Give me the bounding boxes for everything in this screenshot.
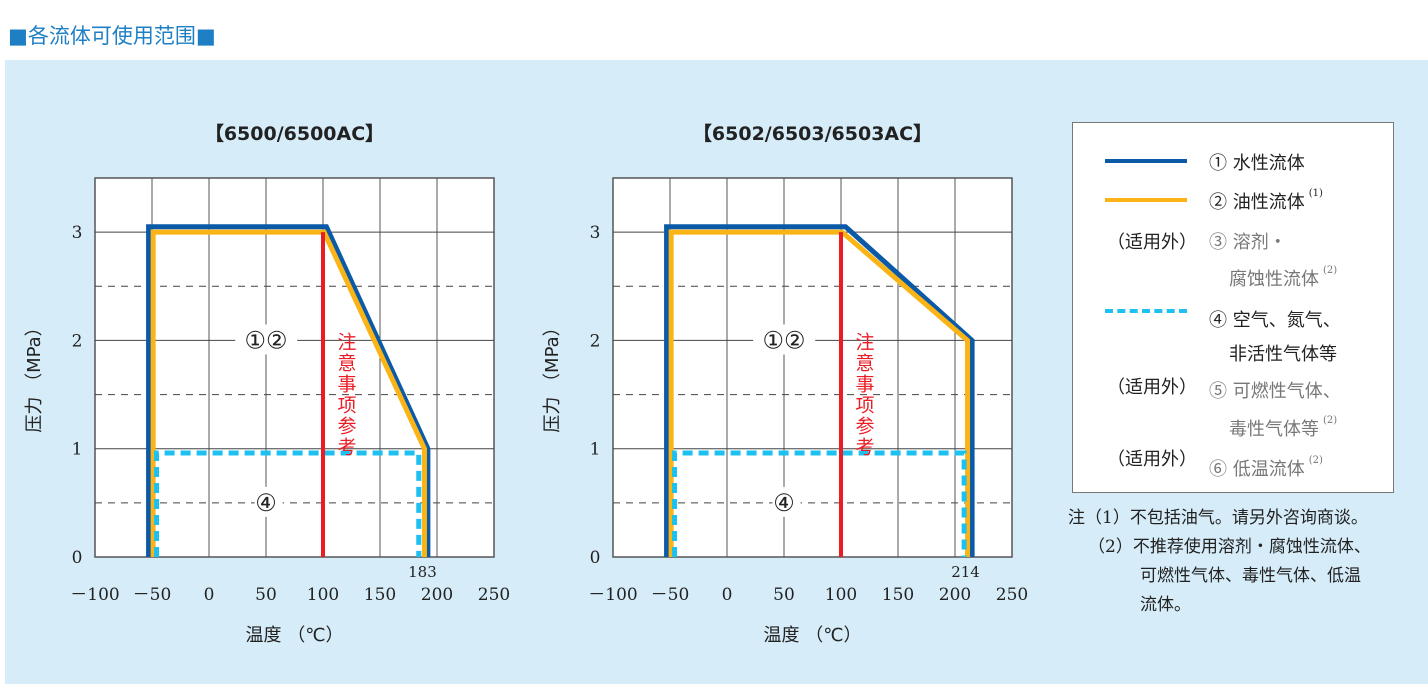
y-tick-label: 1: [590, 440, 601, 460]
x-tick-label: －100: [70, 585, 119, 605]
legend-excluded: （适用外）: [1107, 377, 1197, 398]
y-tick-label: 1: [72, 440, 83, 460]
legend-toxic: 毒性气体等 (2): [1229, 415, 1337, 441]
x-tick-label: 50: [773, 585, 795, 605]
x-tick-label: 250: [996, 585, 1028, 605]
plot-area: [612, 177, 1013, 558]
x-tick-label: 200: [939, 585, 971, 605]
legend-corrosive-label: 腐蚀性流体: [1229, 269, 1319, 290]
y-tick-label: 0: [72, 548, 83, 568]
legend-oil-label: ② 油性流体: [1209, 192, 1305, 213]
y-tick-label: 2: [590, 331, 601, 351]
section-title: ■各流体可使用范围■: [8, 24, 216, 48]
x-tick-label: 50: [255, 585, 277, 605]
y-tick-label: 3: [590, 223, 601, 243]
caution-label-char: 意: [855, 352, 874, 374]
x-tick-label: －50: [133, 585, 172, 605]
max-temp-label: 183: [408, 563, 437, 581]
caution-label-char: 注: [855, 331, 874, 353]
chart-6502: 【6502/6503/6503AC】 －100 －50 0 50 100 150 200 250…: [542, 122, 1028, 646]
note-2-cont: 流体。: [1140, 595, 1191, 615]
caution-label-char: 事: [337, 373, 356, 395]
legend-inert-gas: 非活性气体等: [1229, 344, 1337, 365]
legend-excluded: （适用外）: [1107, 232, 1197, 253]
water-range-line: [664, 224, 975, 557]
caution-label-char: 项: [855, 394, 874, 416]
region-label-water-oil: ①②: [762, 326, 805, 354]
note-2: （2）不推荐使用溶剂・腐蚀性流体、: [1088, 537, 1371, 557]
legend-corrosive: 腐蚀性流体 (2): [1229, 265, 1337, 291]
caution-label-char: 事: [855, 373, 874, 395]
legend-water: ① 水性流体: [1209, 153, 1305, 174]
y-tick-label: 3: [72, 223, 83, 243]
legend-toxic-label: 毒性气体等: [1229, 419, 1319, 440]
x-tick-label: 200: [421, 585, 453, 605]
gas-range-line: [672, 450, 967, 557]
legend-cryogenic: ⑥ 低温流体 (2): [1209, 455, 1323, 481]
x-tick-label: 100: [825, 585, 857, 605]
gas-range-line: [154, 450, 422, 557]
chart-title: 【6502/6503/6503AC】: [693, 122, 932, 145]
caution-label-char: 考: [855, 436, 874, 458]
max-temp-label: 214: [951, 563, 980, 581]
legend-excluded: （适用外）: [1107, 449, 1197, 470]
x-tick-label: 250: [478, 585, 510, 605]
label-bg: [772, 486, 801, 517]
x-tick-label: 0: [204, 585, 215, 605]
x-tick-label: 150: [882, 585, 914, 605]
caution-label-char: 考: [337, 436, 356, 458]
note-1: 注（1）不包括油气。请另外咨询商谈。: [1068, 508, 1368, 528]
x-tick-label: 0: [722, 585, 733, 605]
label-bg: [254, 486, 283, 517]
x-axis-label: 温度 （℃）: [764, 625, 862, 646]
legend-cryogenic-label: ⑥ 低温流体: [1209, 459, 1305, 480]
footnote-ref: (1): [1308, 188, 1323, 199]
caution-label-char: 参: [855, 415, 874, 437]
region-label-water-oil: ①②: [244, 326, 287, 354]
y-tick-label: 2: [72, 331, 83, 351]
label-bg: [235, 324, 298, 355]
legend: ① 水性流体 ② 油性流体 (1) （适用外） ③ 溶剂・ 腐蚀性流体 (2) ④ …: [1072, 122, 1394, 493]
legend-solvent: ③ 溶剂・: [1209, 232, 1287, 253]
footnote-ref: (2): [1308, 455, 1323, 466]
footnote-ref: (2): [1323, 265, 1338, 276]
legend-gas: ④ 空气、氮气、: [1209, 310, 1341, 331]
x-tick-label: －50: [651, 585, 690, 605]
region-label-gas: ④: [773, 489, 795, 517]
x-axis-label: 温度 （℃）: [246, 625, 344, 646]
caution-label-char: 参: [337, 415, 356, 437]
x-tick-label: 150: [364, 585, 396, 605]
caution-label-char: 注: [337, 331, 356, 353]
notes: 注（1）不包括油气。请另外咨询商谈。 （2）不推荐使用溶剂・腐蚀性流体、 可燃性…: [1068, 504, 1371, 620]
legend-flammable: ⑤ 可燃性气体、: [1209, 381, 1341, 402]
y-tick-label: 0: [590, 548, 601, 568]
legend-swatch-gas: [1105, 309, 1187, 313]
x-tick-label: －100: [588, 585, 637, 605]
x-tick-label: 100: [307, 585, 339, 605]
note-2-cont: 可燃性气体、毒性气体、低温: [1140, 566, 1361, 586]
legend-swatch-water: [1105, 159, 1187, 163]
footnote-ref: (2): [1323, 415, 1338, 426]
y-axis-label: 压力 （MPa）: [24, 318, 45, 432]
y-axis-label: 压力 （MPa）: [542, 318, 563, 432]
caution-label-char: 意: [337, 352, 356, 374]
legend-oil: ② 油性流体 (1): [1209, 188, 1323, 214]
water-range-line: [146, 224, 431, 557]
label-bg: [753, 324, 816, 355]
region-label-gas: ④: [255, 489, 277, 517]
legend-swatch-oil: [1105, 198, 1187, 202]
caution-label-char: 项: [337, 394, 356, 416]
chart-6500: 【6500/6500AC】 －100 －50 0 50 100 150 200 250 0 1 2 3 温…: [24, 122, 510, 646]
chart-title: 【6500/6500AC】: [205, 122, 384, 145]
